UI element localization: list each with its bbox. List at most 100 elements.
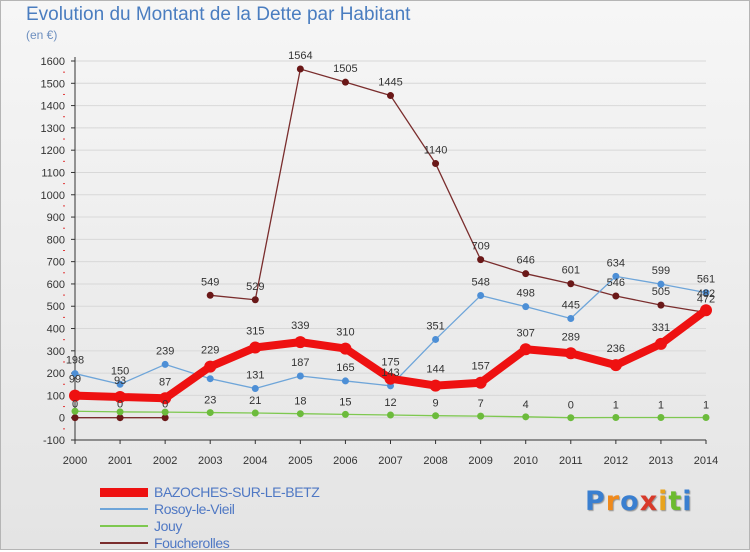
data-label: 646 [517,255,535,267]
x-tick-label: 2007 [378,455,402,467]
data-point [432,412,440,420]
data-point [341,377,349,385]
x-tick-label: 2002 [153,455,177,467]
data-point [251,385,259,393]
data-label: 315 [246,325,264,337]
data-point [702,289,710,297]
data-point [251,409,259,417]
data-point [251,296,259,304]
y-tick-label: 100 [47,390,65,402]
data-label: 4 [523,399,529,411]
data-point [477,292,485,300]
data-label: 1564 [288,50,312,62]
x-tick-label: 2012 [604,455,628,467]
data-label: 0 [72,399,78,411]
data-label: 198 [66,355,84,367]
data-point [116,414,124,422]
y-tick-label: 800 [47,234,65,246]
data-label: 1 [703,399,709,411]
x-tick-label: 2014 [694,455,718,467]
y-tick-label: 1500 [41,78,65,90]
legend-label-jouy: Jouy [154,518,182,534]
data-label: 99 [69,374,81,386]
data-point [206,409,214,417]
logo-letter: t [668,486,683,517]
data-label: 351 [426,320,444,332]
x-tick-label: 2001 [108,455,132,467]
data-point [567,414,575,422]
legend-label-bazoches: BAZOCHES-SUR-LE-BETZ [154,484,320,500]
data-label: 7 [478,398,484,410]
data-point [296,372,304,380]
data-label: 0 [117,399,123,411]
data-point [206,291,214,299]
data-point [116,380,124,388]
data-label: 175 [381,357,399,369]
data-label: 21 [249,395,261,407]
data-label: 548 [471,277,489,289]
data-label: 1140 [424,145,448,157]
data-label: 472 [697,293,715,305]
data-label: 165 [336,362,354,374]
data-label: 131 [246,370,264,382]
data-label: 0 [162,399,168,411]
logo-letter: x [639,486,659,517]
data-label: 498 [517,288,535,300]
chart-title: Evolution du Montant de la Dette par Hab… [26,4,411,25]
logo-letter: o [620,486,640,517]
x-tick-label: 2011 [559,455,583,467]
data-label: 87 [159,376,171,388]
data-point [71,407,79,415]
data-label: 601 [562,265,580,277]
logo-letter: r [605,486,621,517]
data-point [612,272,620,280]
x-tick-label: 2004 [243,455,267,467]
proxiti-logo[interactable]: Proxiti [585,486,693,517]
data-label: 187 [291,357,309,369]
y-tick-label: 1300 [41,123,65,135]
data-label: 529 [246,281,264,293]
data-point [612,292,620,300]
data-label: 144 [426,364,444,376]
x-tick-label: 2005 [288,455,312,467]
data-point [116,408,124,416]
data-point [429,379,442,392]
data-point [161,360,169,368]
legend-swatch-bazoches [100,488,148,497]
data-label: 0 [568,400,574,412]
data-label: 339 [291,320,309,332]
data-point [477,256,485,264]
y-tick-label: 1100 [41,167,65,179]
data-label: 546 [607,277,625,289]
y-tick-label: 1000 [41,190,65,202]
data-label: 157 [471,361,489,373]
data-point [204,360,217,373]
data-point [654,337,667,350]
data-label: 709 [471,241,489,253]
data-point [657,301,665,309]
data-point [159,392,172,405]
data-label: 23 [204,395,216,407]
data-point [522,303,530,311]
x-tick-label: 2009 [468,455,492,467]
y-tick-label: 900 [47,212,65,224]
data-point [296,410,304,418]
y-tick-label: 600 [47,279,65,291]
data-point [387,92,394,100]
data-label: 331 [652,322,670,334]
data-label: 1 [613,399,619,411]
data-point [432,160,440,168]
y-tick-label: 1600 [41,56,65,68]
data-point [522,270,530,278]
data-point [71,370,79,378]
x-tick-label: 2008 [423,455,447,467]
data-label: 599 [652,265,670,277]
data-point [522,413,530,421]
data-label: 549 [201,276,219,288]
data-label: 150 [111,365,129,377]
y-tick-label: 0 [59,413,65,425]
x-tick-label: 2010 [513,455,537,467]
x-tick-label: 2003 [198,455,222,467]
data-point [384,372,397,385]
